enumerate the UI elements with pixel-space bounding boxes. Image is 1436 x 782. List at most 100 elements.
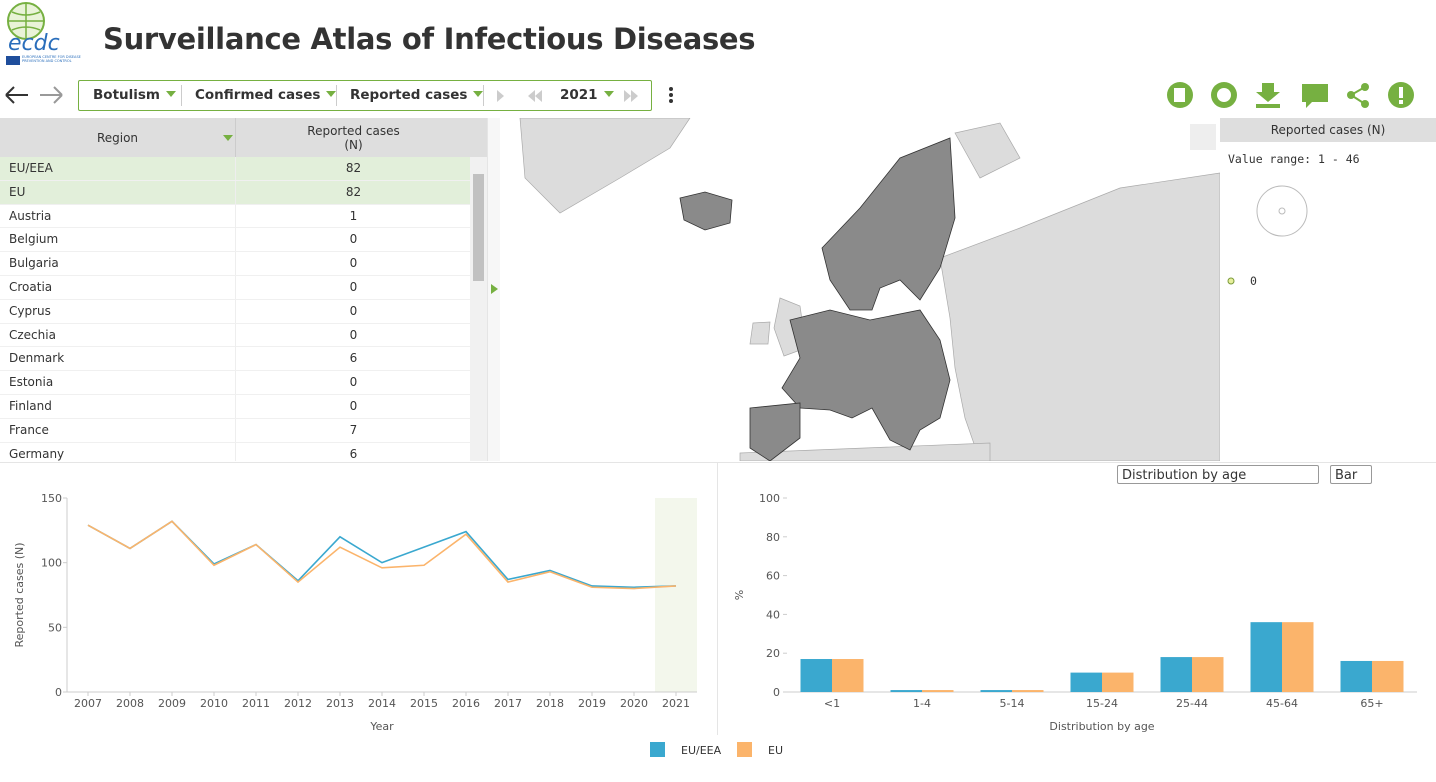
x-tick-label: <1: [824, 697, 840, 710]
y-tick-label: 150: [41, 492, 62, 505]
y-tick-label: 20: [766, 647, 780, 660]
cases-cell: 0: [235, 323, 470, 347]
breakdown-select[interactable]: Distribution by age: [1117, 465, 1319, 484]
x-tick-label: 2017: [494, 697, 522, 710]
table-row[interactable]: Germany 6: [0, 442, 470, 461]
report-icon[interactable]: [1167, 82, 1193, 108]
bar: [1160, 657, 1192, 692]
bar: [890, 690, 922, 692]
comment-icon[interactable]: [1302, 84, 1328, 108]
table-row[interactable]: Finland 0: [0, 394, 470, 419]
panel-toggle[interactable]: [487, 118, 501, 461]
table-row[interactable]: France 7: [0, 418, 470, 443]
cases-cell: 0: [235, 275, 470, 299]
table-row[interactable]: Cyprus 0: [0, 299, 470, 324]
x-tick-label: 2012: [284, 697, 312, 710]
scrollbar[interactable]: [470, 157, 487, 461]
cases-cell: 82: [235, 180, 470, 204]
table-row[interactable]: Austria 1: [0, 204, 470, 229]
download-icon[interactable]: [1256, 83, 1280, 108]
disease-select[interactable]: Botulism: [93, 81, 176, 110]
forward-button[interactable]: [40, 86, 63, 104]
nav-arrows: [5, 86, 63, 104]
region-cell: Denmark: [9, 351, 65, 366]
legend-label: EU/EEA: [681, 744, 722, 757]
region-cell: Austria: [9, 208, 52, 223]
map-icon[interactable]: [1211, 82, 1237, 108]
cases-cell: 0: [235, 299, 470, 323]
table-row[interactable]: Belgium 0: [0, 228, 470, 253]
table-row[interactable]: Czechia 0: [0, 323, 470, 348]
region-cell: Belgium: [9, 232, 59, 247]
table-row[interactable]: EU 82: [0, 180, 470, 205]
y-tick-label: 0: [55, 686, 62, 699]
bar: [1372, 660, 1404, 692]
logo-subtext: EUROPEAN CENTRE FOR DISEASE PREVENTION A…: [22, 55, 81, 63]
y-tick-label: 50: [48, 621, 62, 634]
x-tick-label: 2009: [158, 697, 186, 710]
region-header-text: Region: [96, 130, 139, 145]
cases-cell: 0: [235, 228, 470, 252]
logo-text: ecdc: [8, 31, 60, 56]
region-header[interactable]: Region: [0, 118, 235, 157]
region-cell: Croatia: [9, 279, 53, 294]
x-axis-title: Year: [369, 720, 394, 733]
year-select[interactable]: 2021: [560, 81, 614, 110]
cases-cell: 82: [235, 157, 470, 180]
bar: [980, 690, 1012, 692]
charts: 0 50 100 150 Reported cases (N) 2007 2008 2009 2…: [0, 462, 1436, 757]
map[interactable]: [500, 118, 1220, 461]
table-row[interactable]: Croatia 0: [0, 275, 470, 300]
disease-label: Botulism: [93, 87, 160, 103]
table-row[interactable]: Bulgaria 0: [0, 252, 470, 276]
population-label: Confirmed cases: [195, 87, 321, 103]
chart-kind-select[interactable]: Bar: [1330, 465, 1372, 484]
x-tick-label: 2010: [200, 697, 228, 710]
x-tick-label: 2018: [536, 697, 564, 710]
table-row[interactable]: Denmark 6: [0, 347, 470, 372]
y-tick-label: 100: [759, 492, 780, 505]
x-tick-label: 2007: [74, 697, 102, 710]
region-cell: Cyprus: [9, 303, 51, 318]
cases-header[interactable]: Reported cases (N): [235, 118, 471, 157]
line-series: [87, 520, 677, 590]
population-select[interactable]: Confirmed cases: [195, 81, 337, 110]
x-tick-label: 2008: [116, 697, 144, 710]
bar: [1192, 657, 1224, 692]
table-row[interactable]: Estonia 0: [0, 371, 470, 395]
page-title: Surveillance Atlas of Infectious Disease…: [103, 22, 756, 56]
table-row[interactable]: EU/EEA 82: [0, 157, 470, 181]
x-tick-label: 25-44: [1176, 697, 1208, 710]
bar: [1102, 672, 1134, 692]
alert-icon[interactable]: [1388, 82, 1414, 108]
region-cell: France: [9, 422, 49, 437]
back-button[interactable]: [5, 86, 28, 104]
table-body: EU/EEA 82 EU 82 Austria 1 Belgium 0 Bulgaria 0 Cro…: [0, 157, 470, 461]
more-menu[interactable]: [664, 84, 678, 106]
legend-label: EU: [768, 744, 783, 757]
indicator-label: Reported cases: [350, 87, 468, 103]
map-legend-zero: 0: [1250, 274, 1257, 288]
x-tick-label: 2014: [368, 697, 396, 710]
breakdown-label: Distribution by age: [1122, 468, 1247, 483]
cases-cell: 1: [235, 204, 470, 228]
x-tick-label: 2016: [452, 697, 480, 710]
x-tick-label: 2021: [662, 697, 690, 710]
selected-year-band: [655, 498, 697, 692]
map-legend-symbols: [1227, 185, 1308, 285]
y-axis-title: %: [733, 590, 746, 600]
fast-forward[interactable]: [619, 87, 643, 105]
logo[interactable]: ecdc EUROPEAN CENTRE FOR DISEASE PREVENT…: [0, 0, 90, 70]
indicator-select[interactable]: Reported cases: [350, 81, 484, 110]
cases-cell: 0: [235, 394, 470, 418]
x-tick-label: 65+: [1360, 697, 1383, 710]
region-cell: Germany: [9, 446, 65, 461]
share-icon[interactable]: [1347, 83, 1369, 108]
bar: [1282, 622, 1314, 692]
cases-cell: 0: [235, 252, 470, 276]
legend-swatch: [737, 742, 752, 757]
x-tick-label: 2011: [242, 697, 270, 710]
bar: [1340, 660, 1372, 692]
playback-controls[interactable]: [491, 87, 561, 105]
